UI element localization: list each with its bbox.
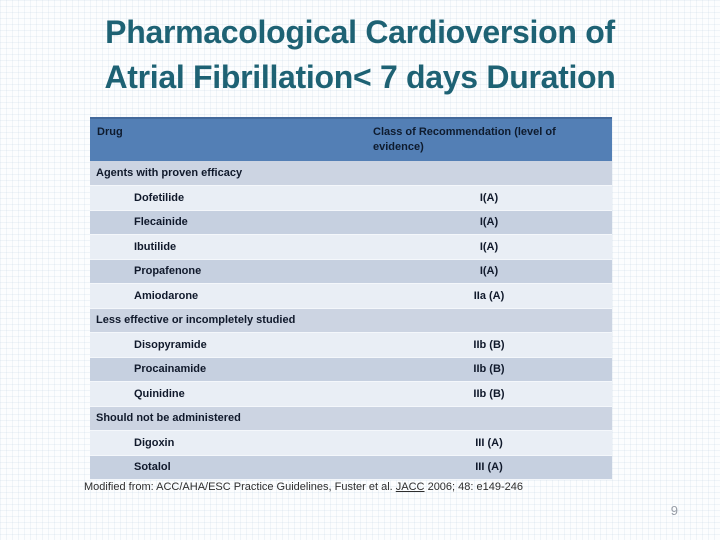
footnote-journal-link[interactable]: JACC [395,481,425,493]
drug-name: Propafenone [90,259,366,284]
table-row: Propafenone I(A) [90,259,612,284]
recommendation-class: IIb (B) [366,357,612,382]
footnote-suffix: 2006; 48: e149-246 [424,481,523,493]
drug-name: Ibutilide [90,234,366,260]
drug-name: Quinidine [90,381,366,407]
footnote-prefix: Modified from: ACC/AHA/ESC Practice Guid… [84,481,396,493]
slide-title-line2: Atrial Fibrillation< 7 days Duration [104,59,616,95]
table-row: Disopyramide IIb (B) [90,332,612,358]
table-row: Dofetilide I(A) [90,185,612,211]
table-row: Amiodarone IIa (A) [90,283,612,309]
drug-table-body: Agents with proven efficacy Dofetilide I(A… [90,161,612,480]
drug-name: Sotalol [90,455,366,480]
page-number: 9 [670,503,678,518]
drug-recommendation-table: Drug Class of Recommendation (level of e… [90,117,612,480]
drug-name: Flecainide [90,210,366,235]
drug-name: Disopyramide [90,332,366,358]
section-label: Agents with proven efficacy [90,161,612,186]
drug-name: Digoxin [90,430,366,456]
table-row: Ibutilide I(A) [90,234,612,260]
slide-title-line1: Pharmacological Cardioversion of [105,14,615,50]
recommendation-class: I(A) [366,259,612,284]
table-header-row: Drug Class of Recommendation (level of e… [90,117,612,161]
recommendation-class: III (A) [366,430,612,456]
table-row: Flecainide I(A) [90,210,612,235]
section-label: Should not be administered [90,406,612,431]
recommendation-class: IIb (B) [366,381,612,407]
recommendation-class: I(A) [366,185,612,211]
source-footnote: Modified from: ACC/AHA/ESC Practice Guid… [84,481,684,493]
recommendation-class: IIb (B) [366,332,612,358]
column-header-class: Class of Recommendation (level of eviden… [366,117,612,161]
table-row: Quinidine IIb (B) [90,381,612,407]
column-header-drug: Drug [90,117,366,161]
recommendation-class: III (A) [366,455,612,480]
drug-name: Procainamide [90,357,366,382]
recommendation-class: IIa (A) [366,283,612,309]
section-header-row: Agents with proven efficacy [90,161,612,186]
recommendation-class: I(A) [366,234,612,260]
section-header-row: Should not be administered [90,406,612,431]
table-row: Digoxin III (A) [90,430,612,456]
section-label: Less effective or incompletely studied [90,308,612,333]
drug-name: Amiodarone [90,283,366,309]
drug-name: Dofetilide [90,185,366,211]
slide-title: Pharmacological Cardioversion of Atrial … [0,10,720,100]
section-header-row: Less effective or incompletely studied [90,308,612,333]
table-row: Procainamide IIb (B) [90,357,612,382]
table-row: Sotalol III (A) [90,455,612,480]
recommendation-class: I(A) [366,210,612,235]
